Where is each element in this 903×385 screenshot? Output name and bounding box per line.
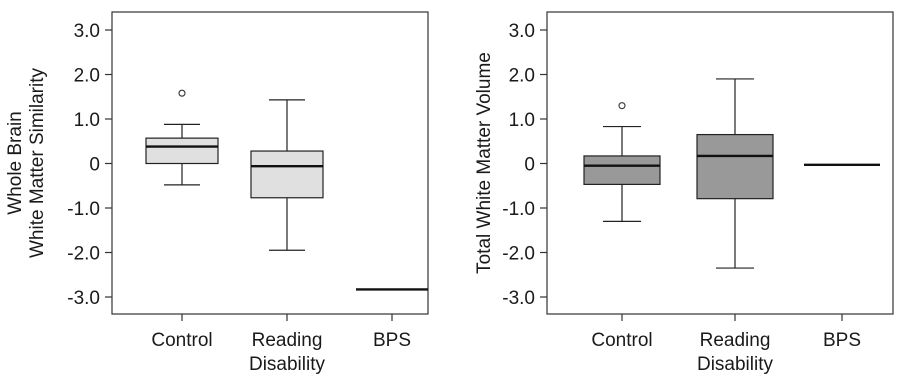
x-category-label: Disability [697, 354, 774, 375]
panel-1: 3.0 2.0 1.0 0 -1.0 -2.0 -3.0 Whole Brain White M… [5, 11, 429, 375]
y-tick-label: 3.0 [74, 21, 100, 42]
x-category-label: BPS [823, 330, 861, 351]
y-tick-label: 0 [524, 155, 535, 176]
y-axis-title: Whole Brain [5, 111, 26, 215]
outlier-point [178, 89, 186, 97]
x-category-label: BPS [373, 330, 411, 351]
outlier-point [618, 102, 626, 110]
box-iqr [583, 155, 661, 186]
y-tick-label: -1.0 [502, 199, 535, 220]
y-tick-label: 3.0 [509, 21, 535, 42]
y-tick-label: -2.0 [502, 244, 535, 265]
x-category-label: Reading [700, 330, 771, 351]
panel-2: 3.0 2.0 1.0 0 -1.0 -2.0 -3.0 Total White Matter… [474, 11, 894, 375]
x-category-label: Reading [252, 330, 323, 351]
x-category-label: Control [151, 330, 212, 351]
box-iqr [696, 133, 774, 200]
y-tick-label: 1.0 [509, 110, 535, 131]
y-tick-label: 2.0 [74, 66, 100, 87]
y-tick-label: -3.0 [67, 288, 100, 309]
y-tick-label: -2.0 [67, 244, 100, 265]
box-iqr [250, 150, 324, 199]
y-tick-label: -1.0 [67, 199, 100, 220]
box-iqr [145, 137, 219, 165]
y-axis-title: Total White Matter Volume [474, 52, 495, 274]
y-tick-label: -3.0 [502, 288, 535, 309]
y-tick-label: 2.0 [509, 66, 535, 87]
y-axis-title: White Matter Similarity [27, 67, 48, 258]
x-category-label: Disability [249, 354, 326, 375]
y-tick-label: 0 [89, 155, 100, 176]
y-tick-label: 1.0 [74, 110, 100, 131]
x-category-label: Control [591, 330, 652, 351]
